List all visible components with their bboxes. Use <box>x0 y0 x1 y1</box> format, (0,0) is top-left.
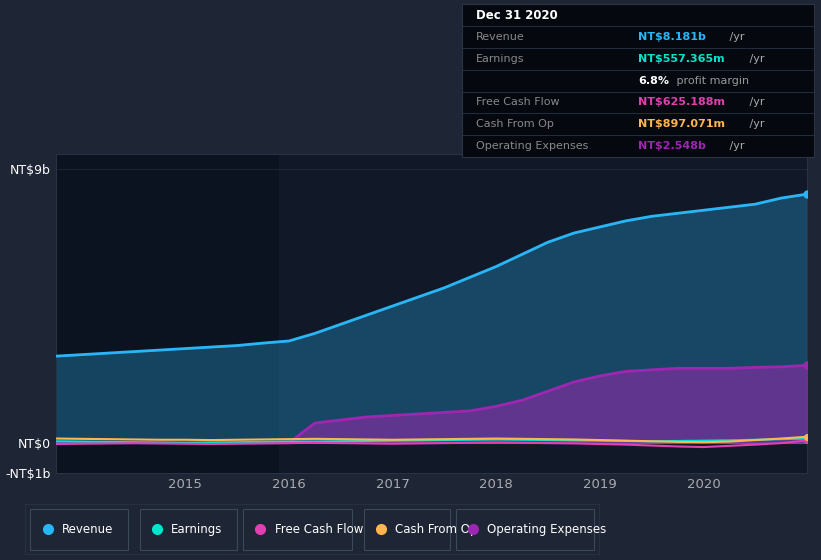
Bar <box>56 154 278 473</box>
Text: Cash From Op: Cash From Op <box>396 522 478 536</box>
Text: 6.8%: 6.8% <box>638 76 669 86</box>
Text: NT$897.071m: NT$897.071m <box>638 119 725 129</box>
Text: Revenue: Revenue <box>62 522 113 536</box>
Text: Dec 31 2020: Dec 31 2020 <box>476 9 558 22</box>
Text: profit margin: profit margin <box>673 76 750 86</box>
Text: /yr: /yr <box>746 97 764 108</box>
Text: Free Cash Flow: Free Cash Flow <box>274 522 363 536</box>
Text: /yr: /yr <box>746 54 764 64</box>
Text: NT$625.188m: NT$625.188m <box>638 97 725 108</box>
Text: NT$557.365m: NT$557.365m <box>638 54 725 64</box>
Text: /yr: /yr <box>727 141 745 151</box>
Text: Earnings: Earnings <box>172 522 222 536</box>
Text: NT$8.181b: NT$8.181b <box>638 32 706 42</box>
Text: Operating Expenses: Operating Expenses <box>488 522 607 536</box>
Text: Cash From Op: Cash From Op <box>476 119 554 129</box>
Text: /yr: /yr <box>727 32 745 42</box>
Text: NT$2.548b: NT$2.548b <box>638 141 706 151</box>
Text: Revenue: Revenue <box>476 32 525 42</box>
Text: /yr: /yr <box>746 119 764 129</box>
Text: Operating Expenses: Operating Expenses <box>476 141 589 151</box>
Text: Earnings: Earnings <box>476 54 525 64</box>
Text: Free Cash Flow: Free Cash Flow <box>476 97 560 108</box>
